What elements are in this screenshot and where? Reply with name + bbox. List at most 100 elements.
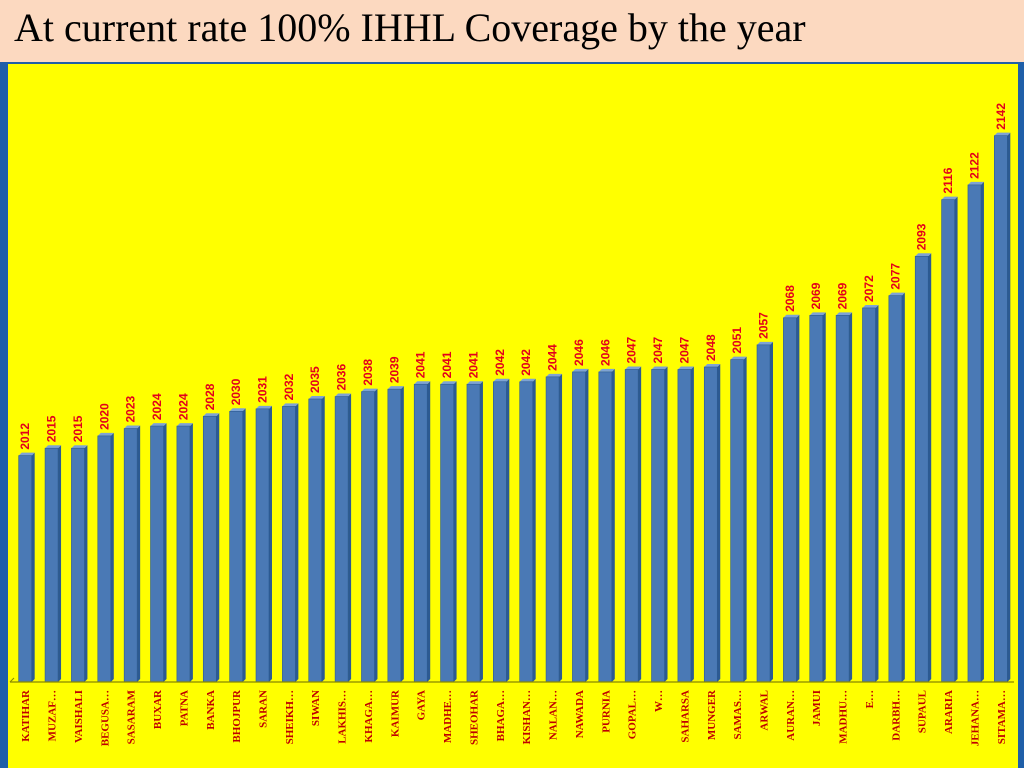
bar-30	[809, 312, 826, 683]
data-label-22: 2046	[598, 339, 612, 366]
category-label-5: BUXAR	[152, 689, 164, 729]
data-label-29: 2068	[783, 285, 797, 312]
category-label-33: DARBH…	[890, 690, 902, 741]
data-label-35: 2116	[941, 167, 955, 193]
bar-21	[572, 368, 589, 683]
data-label-17: 2041	[466, 351, 480, 378]
bar-15	[413, 381, 431, 683]
category-label-9: SARAN	[258, 690, 270, 728]
category-label-6: PATNA	[178, 690, 190, 726]
category-label-36: JEHANA…	[969, 690, 981, 746]
bar-9	[255, 405, 272, 683]
bar-37	[994, 132, 1011, 683]
data-label-20: 2044	[546, 344, 560, 371]
bar-13	[361, 388, 378, 683]
data-label-2: 2015	[71, 415, 85, 442]
data-label-5: 2024	[150, 393, 164, 420]
category-label-7: BANKA	[205, 690, 217, 730]
data-label-36: 2122	[967, 152, 981, 179]
bar-32	[862, 304, 879, 683]
bar-3	[97, 432, 114, 683]
category-label-3: BEGUSA…	[99, 690, 111, 746]
bar-4	[123, 425, 141, 683]
category-label-22: PURNIA	[600, 690, 612, 733]
data-label-32: 2072	[862, 275, 876, 302]
category-label-11: SIWAN	[310, 690, 322, 726]
category-label-19: KISHAN…	[521, 690, 533, 744]
bar-0	[18, 452, 35, 683]
data-label-18: 2042	[493, 349, 507, 376]
category-label-14: KAIMUR	[389, 689, 401, 737]
data-label-6: 2024	[176, 393, 190, 420]
bar-19	[519, 378, 536, 683]
category-label-2: VAISHALI	[73, 690, 85, 743]
category-label-32: E…	[864, 690, 876, 708]
category-labels: KATIHAR MUZAF… VAISHALI BEGUSA… SASARAM BUXAR…	[20, 689, 1008, 746]
category-label-23: GOPAL…	[627, 690, 639, 739]
category-label-16: MADHE…	[442, 690, 454, 743]
category-label-27: SAMAS…	[732, 690, 744, 740]
data-label-8: 2030	[229, 378, 243, 405]
bar-1	[44, 445, 62, 683]
bar-33	[888, 292, 905, 683]
bar-18	[493, 378, 510, 683]
category-label-26: MUNGER	[706, 689, 718, 740]
data-label-11: 2035	[308, 366, 322, 393]
category-label-37: SITAMA…	[996, 690, 1008, 744]
category-label-30: JAMUI	[811, 690, 823, 726]
data-label-31: 2069	[836, 282, 850, 309]
category-label-12: LAKHIS…	[337, 690, 349, 744]
category-label-17: SHEOHAR	[468, 689, 480, 745]
category-label-21: NAWADA	[574, 690, 586, 738]
category-label-20: NALAN…	[548, 690, 560, 740]
bar-31	[835, 312, 853, 683]
category-label-35: ARARIA	[943, 690, 955, 734]
bar-23	[624, 366, 642, 683]
bar-20	[545, 373, 563, 683]
bar-11	[308, 396, 325, 683]
category-label-4: SASARAM	[126, 689, 138, 744]
bar-29	[783, 314, 800, 683]
data-label-7: 2028	[203, 383, 217, 410]
category-label-1: MUZAF…	[47, 690, 59, 741]
data-label-9: 2031	[256, 376, 270, 403]
category-axis-depth	[9, 677, 15, 683]
title-band	[0, 0, 1024, 62]
bar-34	[914, 253, 932, 683]
data-label-16: 2041	[440, 351, 454, 378]
data-label-3: 2020	[97, 403, 111, 430]
bar-25	[677, 366, 694, 683]
category-label-24: W…	[653, 690, 665, 712]
category-label-34: SUPAUL	[917, 690, 929, 733]
data-label-19: 2042	[519, 349, 533, 376]
data-label-27: 2051	[730, 327, 744, 354]
category-label-18: BHAGA…	[495, 690, 507, 741]
data-label-26: 2048	[704, 334, 718, 361]
bar-7	[202, 413, 220, 683]
data-label-14: 2039	[387, 356, 401, 383]
bar-22	[598, 368, 615, 683]
bar-5	[150, 423, 167, 683]
bar-17	[466, 381, 483, 683]
bar-10	[282, 403, 299, 683]
data-label-12: 2036	[335, 364, 349, 391]
bar-2	[71, 445, 88, 683]
data-label-15: 2041	[414, 351, 428, 378]
page-title: At current rate 100% IHHL Coverage by th…	[14, 5, 806, 50]
bar-28	[756, 341, 773, 683]
data-label-13: 2038	[361, 359, 375, 386]
left-accent-rule	[0, 62, 4, 768]
bar-8	[229, 408, 246, 683]
data-label-1: 2015	[45, 415, 59, 442]
bar-14	[387, 386, 404, 683]
category-label-29: AURAN…	[785, 690, 797, 741]
bar-24	[651, 366, 668, 683]
data-label-21: 2046	[572, 339, 586, 366]
category-label-15: GAYA	[416, 690, 428, 720]
bar-26	[703, 364, 721, 683]
data-label-4: 2023	[124, 396, 138, 423]
data-label-37: 2142	[994, 103, 1008, 130]
category-label-8: BHOJPUR	[231, 689, 243, 743]
data-label-25: 2047	[677, 336, 691, 363]
data-label-33: 2077	[888, 263, 902, 290]
